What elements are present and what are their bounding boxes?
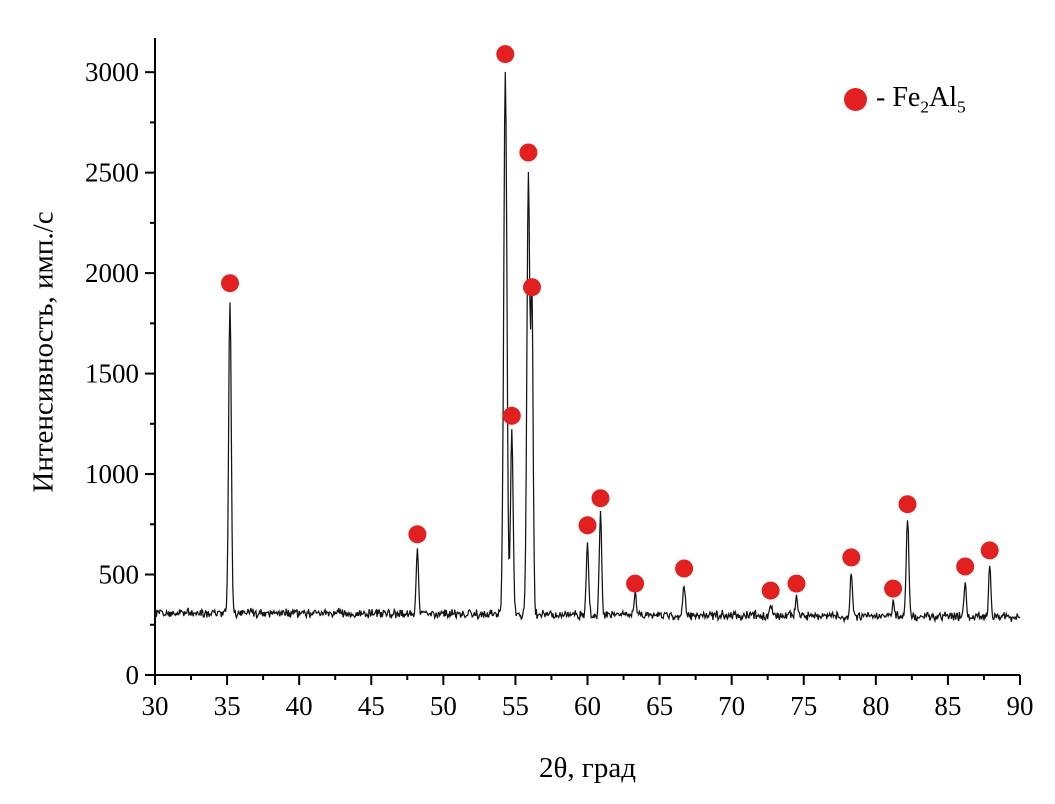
y-tick-label: 500: [99, 560, 140, 590]
x-tick-label: 40: [286, 691, 313, 721]
phase-markers: [221, 45, 999, 600]
phase-marker-dot: [591, 489, 610, 508]
x-tick-label: 75: [790, 691, 817, 721]
phase-marker-dot: [221, 274, 239, 293]
phase-marker-dot: [496, 45, 515, 64]
phase-marker-dot: [675, 559, 694, 578]
red-dot-icon: [844, 88, 867, 112]
phase-marker-dot: [980, 541, 999, 560]
phase-marker-dot: [884, 579, 903, 598]
x-tick-label: 35: [214, 691, 241, 721]
y-tick-label: 2000: [85, 258, 139, 288]
legend: - Fe2Al5: [844, 84, 966, 116]
phase-marker-dot: [626, 574, 645, 593]
axes: [154, 38, 1020, 676]
x-axis-label: 2θ, град: [539, 752, 636, 784]
x-tick-label: 55: [502, 691, 529, 721]
ticks: [145, 71, 1021, 685]
y-tick-label: 1000: [85, 459, 139, 489]
legend-text-mid: Al: [929, 82, 958, 113]
x-tick-label: 80: [862, 691, 889, 721]
y-tick-label: 3000: [85, 57, 139, 87]
x-tick-label: 70: [718, 691, 745, 721]
x-tick-label: 50: [430, 691, 457, 721]
legend-text-prefix: - Fe: [876, 82, 921, 113]
phase-marker-dot: [787, 574, 806, 593]
phase-marker-dot: [523, 278, 541, 297]
x-tick-label: 60: [574, 691, 601, 721]
x-tick-label: 85: [934, 691, 961, 721]
phase-marker-dot: [578, 516, 597, 535]
y-tick-label: 2500: [85, 158, 139, 188]
phase-marker-dot: [502, 406, 521, 425]
x-tick-label: 65: [646, 691, 673, 721]
phase-marker-dot: [519, 143, 538, 162]
legend-subscript-1: 2: [920, 97, 930, 117]
phase-marker-dot: [761, 581, 780, 600]
tick-labels: 30 35 40 45 50 55 60 65 70 75 80 85 90 0 500 1000 1500 20…: [85, 57, 1034, 721]
xrd-trace: [154, 71, 1021, 624]
x-tick-label: 45: [358, 691, 385, 721]
y-tick-label: 0: [126, 660, 140, 690]
legend-subscript-2: 5: [957, 97, 966, 117]
y-axis-label: Интенсивность, имп./с: [27, 211, 60, 493]
legend-label: - Fe2Al5: [876, 84, 966, 116]
y-tick-label: 1500: [85, 359, 139, 389]
x-tick-label: 90: [1007, 691, 1034, 721]
phase-marker-dot: [956, 557, 975, 576]
x-tick-label: 30: [142, 691, 169, 721]
phase-marker-dot: [898, 495, 917, 514]
phase-marker-dot: [408, 525, 427, 544]
phase-marker-dot: [842, 548, 861, 567]
